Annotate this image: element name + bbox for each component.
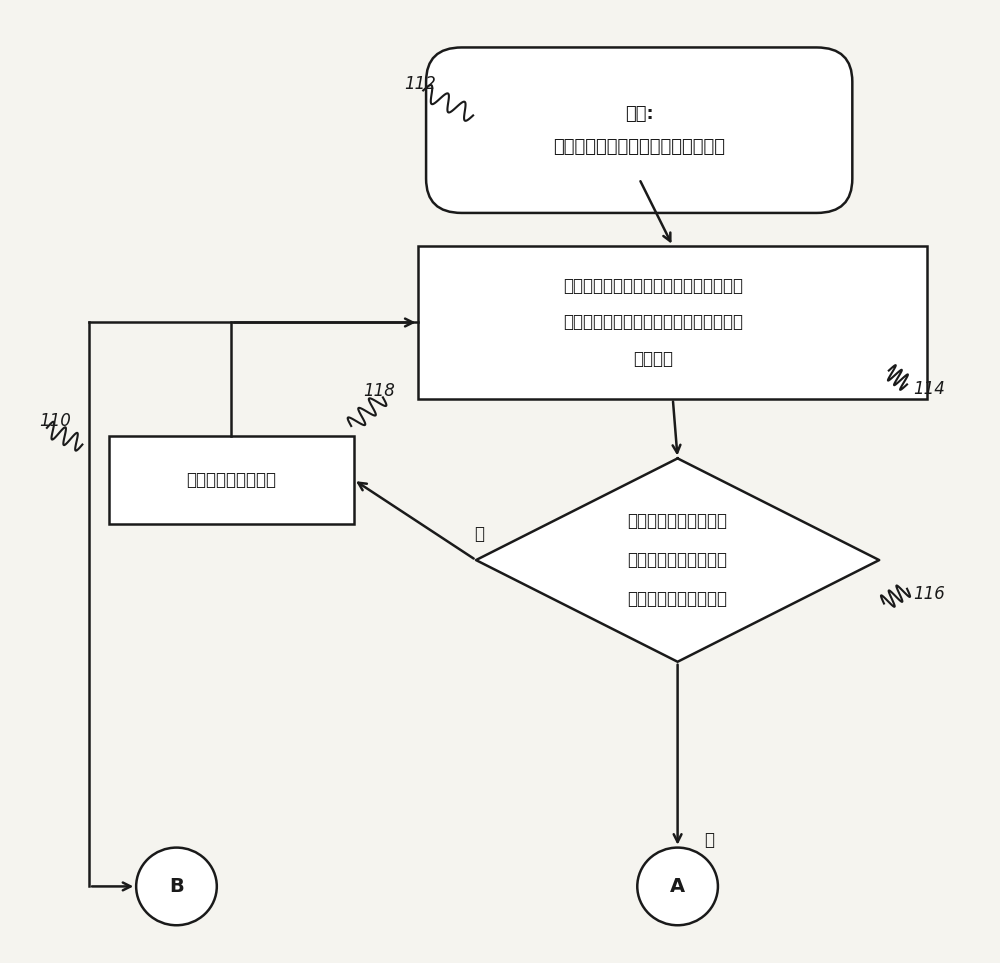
Text: B: B xyxy=(169,877,184,896)
Text: 116: 116 xyxy=(913,586,945,603)
Text: 118: 118 xyxy=(364,382,396,400)
Circle shape xyxy=(637,847,718,925)
Text: 否: 否 xyxy=(474,525,484,543)
Text: 显示次要车辆配备有次: 显示次要车辆配备有次 xyxy=(628,551,728,569)
Text: 112: 112 xyxy=(404,75,436,93)
Text: 开始:: 开始: xyxy=(625,105,654,122)
Text: 114: 114 xyxy=(913,380,945,398)
Text: 从主要车辆传输消息至靠近的次要车辆，: 从主要车辆传输消息至靠近的次要车辆， xyxy=(564,276,744,295)
Bar xyxy=(418,247,927,399)
FancyBboxPatch shape xyxy=(426,47,852,213)
Circle shape xyxy=(136,847,217,925)
Polygon shape xyxy=(476,458,879,662)
Text: A: A xyxy=(670,877,685,896)
Text: 排斥系统: 排斥系统 xyxy=(634,351,674,369)
Text: 是否从次要车辆接收到: 是否从次要车辆接收到 xyxy=(628,512,728,531)
Text: 等待预设的一段时间: 等待预设的一段时间 xyxy=(186,471,276,488)
Text: 是: 是 xyxy=(704,831,714,849)
Text: 以通知次要车辆：主要车辆配备有主要磁: 以通知次要车辆：主要车辆配备有主要磁 xyxy=(564,314,744,331)
Bar xyxy=(109,435,354,524)
Text: 包括主要磁排斥系统的主要车辆开动: 包括主要磁排斥系统的主要车辆开动 xyxy=(553,138,725,156)
Text: 110: 110 xyxy=(39,412,71,430)
Text: 要磁排斥系统的响应？: 要磁排斥系统的响应？ xyxy=(628,590,728,608)
